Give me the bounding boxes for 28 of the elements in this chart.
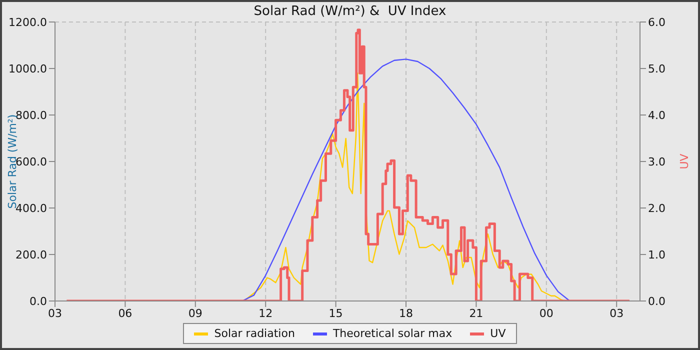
legend-label: Solar radiation bbox=[213, 327, 295, 340]
x-tick-label: 09 bbox=[188, 306, 202, 320]
y-tick-label: 1000.0 bbox=[8, 62, 47, 76]
y-tick-label: 800.0 bbox=[16, 108, 47, 122]
legend-label: UV bbox=[489, 327, 506, 340]
y-tick-label: 600.0 bbox=[16, 155, 47, 168]
x-tick-label: 03 bbox=[610, 306, 624, 320]
y-tick-label: 400.0 bbox=[16, 202, 47, 215]
chart-title: Solar Rad (W/m²) & UV Index bbox=[254, 4, 446, 19]
x-tick-label: 00 bbox=[539, 306, 554, 320]
y2-axis-title: UV bbox=[678, 153, 691, 170]
y2-tick-label: 0.0 bbox=[648, 294, 666, 308]
x-tick-label: 03 bbox=[48, 306, 62, 320]
x-tick-label: 18 bbox=[399, 306, 413, 320]
y2-tick-label: 5.0 bbox=[648, 62, 666, 76]
x-tick-label: 06 bbox=[118, 306, 132, 320]
y2-tick-label: 3.0 bbox=[648, 155, 666, 168]
x-tick-label: 12 bbox=[258, 306, 273, 320]
y-tick-label: 0.0 bbox=[30, 294, 47, 308]
y-tick-label: 200.0 bbox=[16, 248, 47, 262]
y2-tick-label: 6.0 bbox=[648, 16, 666, 29]
y-tick-label: 1200.0 bbox=[8, 16, 47, 29]
y2-tick-label: 4.0 bbox=[648, 108, 666, 122]
x-tick-label: 15 bbox=[328, 306, 343, 320]
x-tick-label: 21 bbox=[469, 306, 484, 320]
y2-tick-label: 1.0 bbox=[648, 248, 666, 262]
y2-tick-label: 2.0 bbox=[648, 202, 666, 215]
legend-label: Theoretical solar max bbox=[332, 327, 452, 340]
